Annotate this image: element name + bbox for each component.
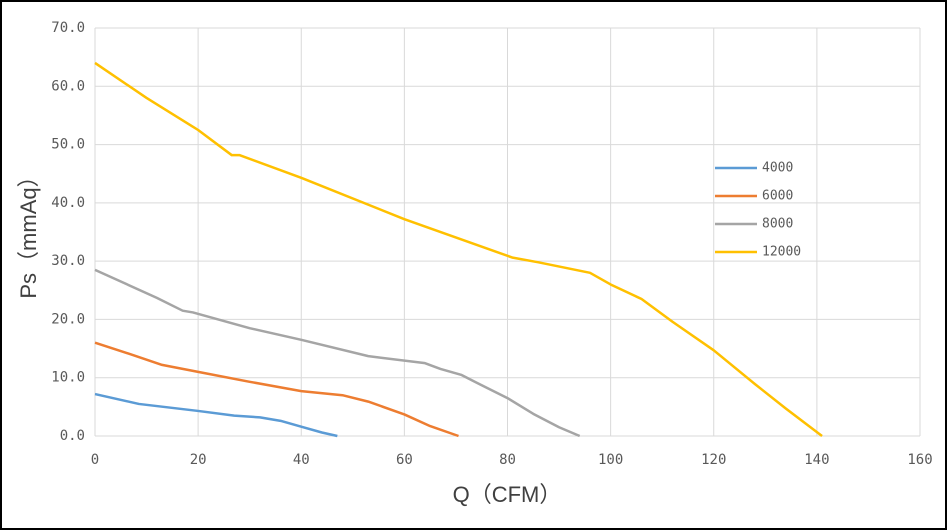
y-tick-label: 40.0: [51, 195, 85, 211]
y-tick-label: 70.0: [51, 20, 85, 36]
x-tick-label: 20: [190, 452, 207, 468]
x-tick-label: 40: [293, 452, 310, 468]
legend-label: 4000: [762, 161, 793, 176]
series-line: [94, 341, 459, 438]
legend-label: 6000: [762, 189, 793, 204]
series-line: [94, 268, 581, 438]
y-tick-label: 0.0: [60, 428, 85, 444]
legend-label: 12000: [762, 245, 801, 260]
x-tick-label: 120: [701, 452, 726, 468]
x-tick-label: 0: [91, 452, 99, 468]
y-tick-label: 60.0: [51, 78, 85, 94]
y-tick-label: 10.0: [51, 370, 85, 386]
y-tick-label: 30.0: [51, 253, 85, 269]
x-tick-label: 160: [907, 452, 932, 468]
x-tick-label: 60: [396, 452, 413, 468]
x-tick-label: 140: [804, 452, 829, 468]
x-tick-label: 80: [499, 452, 516, 468]
series-line: [94, 392, 338, 438]
series-line: [94, 61, 823, 437]
legend-label: 8000: [762, 217, 793, 232]
x-tick-label: 100: [598, 452, 623, 468]
y-tick-label: 20.0: [51, 311, 85, 327]
x-axis-title: Q（CFM）: [453, 482, 562, 507]
y-axis-title: Ps（mmAq）: [16, 165, 41, 298]
y-tick-label: 50.0: [51, 137, 85, 153]
